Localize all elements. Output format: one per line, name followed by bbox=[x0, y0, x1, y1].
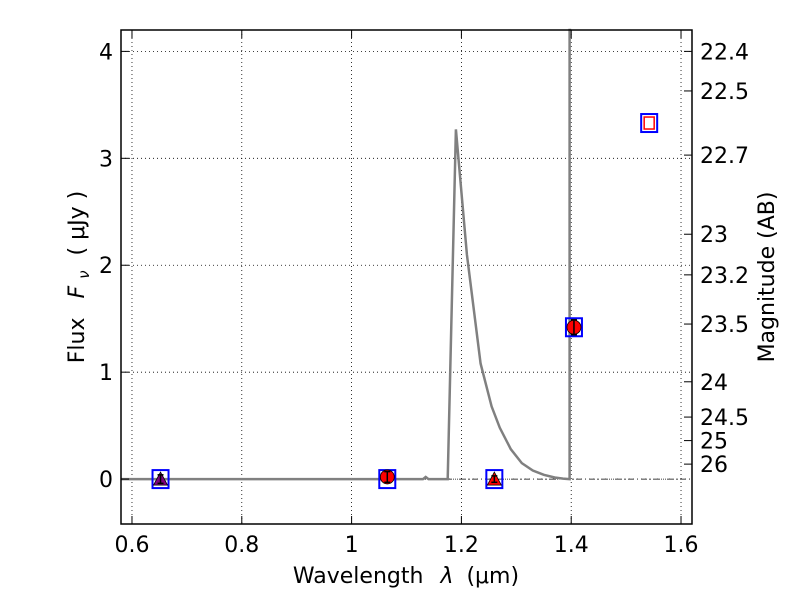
model-point-square bbox=[564, 317, 583, 338]
x-tick-label: 0.8 bbox=[224, 533, 259, 558]
x-axis-label: Wavelength λ (μm) bbox=[293, 564, 519, 589]
y-axis-label-subscript: ν bbox=[75, 270, 93, 278]
x-tick-label: 1.4 bbox=[554, 533, 589, 558]
upper-limit-marker bbox=[643, 116, 655, 130]
y-axis-label: Flux F ν ( μJy ) bbox=[65, 191, 95, 363]
y2-tick-label: 23 bbox=[700, 223, 728, 248]
y2-tick-label: 23.2 bbox=[700, 264, 749, 289]
y-tick-label: 0 bbox=[99, 468, 113, 493]
model-spectrum-line bbox=[121, 28, 572, 481]
model-point-square bbox=[640, 113, 659, 134]
series-lines bbox=[121, 28, 572, 481]
y-axis-label-symbol: F bbox=[65, 285, 90, 298]
y2-tick-label: 23.5 bbox=[700, 313, 749, 338]
y2-tick-label: 22.4 bbox=[700, 40, 749, 65]
y2-tick-label: 25 bbox=[700, 430, 728, 455]
y-tick-label: 2 bbox=[99, 254, 113, 279]
plot-frame bbox=[120, 29, 693, 525]
x-axis-label-symbol: λ bbox=[439, 564, 453, 589]
model-point-square bbox=[151, 469, 170, 490]
y-axis-label-unit: ( μJy ) bbox=[65, 191, 90, 256]
model-point-square bbox=[485, 469, 504, 490]
y-tick-label: 4 bbox=[99, 40, 113, 65]
x-axis-label-text: Wavelength bbox=[293, 564, 424, 589]
y2-tick-label: 22.7 bbox=[700, 144, 749, 169]
y2-tick-label: 24.5 bbox=[700, 406, 749, 431]
y-tick-label: 1 bbox=[99, 361, 113, 386]
y2-tick-label: 26 bbox=[700, 453, 728, 478]
y2-axis-label: Magnitude (AB) bbox=[755, 192, 780, 363]
x-tick-label: 1 bbox=[345, 533, 359, 558]
y-axis-label-text: Flux bbox=[65, 317, 90, 363]
x-tick-label: 0.6 bbox=[114, 533, 149, 558]
x-tick-label: 1.6 bbox=[664, 533, 699, 558]
x-axis-label-unit: (μm) bbox=[466, 564, 519, 589]
y2-tick-label: 22.5 bbox=[700, 80, 749, 105]
y-tick-label: 3 bbox=[99, 147, 113, 172]
y2-tick-label: 24 bbox=[700, 371, 728, 396]
grid-lines bbox=[121, 30, 692, 524]
data-points bbox=[151, 113, 659, 490]
x-tick-label: 1.2 bbox=[444, 533, 479, 558]
